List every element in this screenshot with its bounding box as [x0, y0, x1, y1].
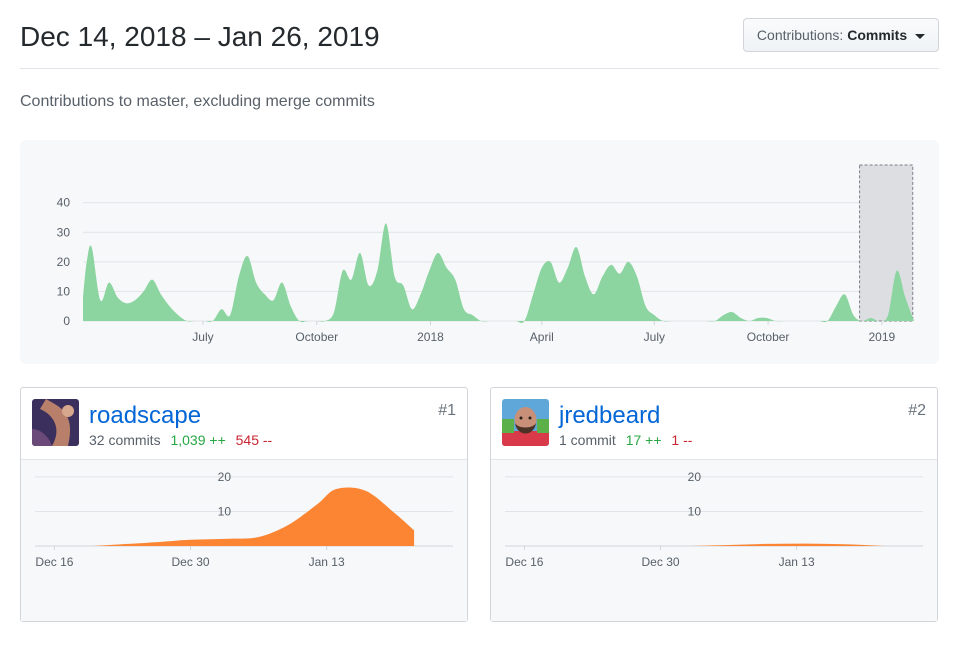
additions-count: 1,039 ++: [170, 432, 226, 448]
contributor-rank: #1: [438, 402, 456, 419]
contributor-card-1: roadscape 32 commits 1,039 ++ 545 -- #1 …: [20, 387, 468, 622]
x-tick-label: 2019: [868, 330, 895, 344]
user-avatar-icon: [32, 399, 79, 446]
x-tick-label: Jan 13: [309, 555, 345, 569]
contributor-stats: 32 commits 1,039 ++ 545 --: [89, 432, 272, 448]
x-tick-label: Dec 30: [642, 555, 680, 569]
y-tick-label: 10: [688, 504, 702, 518]
y-tick-label: 20: [218, 470, 232, 484]
x-tick-label: 2018: [417, 330, 444, 344]
contributor-card-header: roadscape 32 commits 1,039 ++ 545 -- #1: [21, 388, 467, 460]
x-tick-label: October: [295, 330, 338, 344]
contributions-label: Contributions:: [756, 27, 844, 43]
contributions-type-dropdown[interactable]: Contributions: Commits: [742, 18, 939, 52]
contributor-chart-svg: 10 20 Dec 16 Dec 30 Jan 13: [505, 470, 923, 569]
x-tick-label: Dec 16: [35, 555, 73, 569]
caret-down-icon: [915, 33, 925, 39]
y-tick-label: 10: [57, 284, 71, 298]
avatar[interactable]: [502, 399, 549, 446]
date-range-title: Dec 14, 2018 – Jan 26, 2019: [20, 21, 380, 52]
x-tick-label: October: [747, 330, 790, 344]
y-tick-label: 10: [218, 504, 232, 518]
series-area: [83, 223, 914, 323]
deletions-count: 1 --: [671, 432, 693, 448]
y-tick-label: 20: [688, 470, 702, 484]
series-area: [93, 487, 415, 546]
page-header: Dec 14, 2018 – Jan 26, 2019 Contribution…: [20, 0, 939, 69]
y-tick-label: 40: [57, 196, 71, 210]
contributor-chart: 10 20 Dec 16 Dec 30 Jan 13: [491, 460, 937, 621]
deletions-count: 545 --: [235, 432, 273, 448]
y-tick-label: 30: [57, 225, 71, 239]
avatar[interactable]: [32, 399, 79, 446]
chart-subtitle: Contributions to master, excluding merge…: [20, 93, 375, 110]
contributor-username-link[interactable]: jredbeard: [559, 402, 661, 429]
series-area: [689, 543, 885, 546]
x-tick-label: Jan 13: [779, 555, 815, 569]
contributor-card-header: jredbeard 1 commit 17 ++ 1 -- #2: [491, 388, 937, 460]
commit-count: 1 commit: [559, 432, 616, 448]
y-tick-label: 0: [63, 314, 70, 328]
additions-count: 17 ++: [625, 432, 662, 448]
x-tick-label: July: [644, 330, 665, 344]
contributor-chart: 10 20 Dec 16 Dec 30 Jan 13: [21, 460, 467, 621]
contributor-stats: 1 commit 17 ++ 1 --: [559, 432, 692, 448]
x-tick-label: July: [192, 330, 213, 344]
x-tick-label: Dec 16: [505, 555, 543, 569]
x-tick-label: April: [530, 330, 554, 344]
user-avatar-icon: [502, 399, 549, 446]
contributor-chart-svg: 10 20 Dec 16 Dec 30 Jan 13: [35, 470, 453, 569]
y-tick-label: 20: [57, 255, 71, 269]
contributor-card-2: jredbeard 1 commit 17 ++ 1 -- #2 10 20 Dec…: [490, 387, 938, 622]
x-tick-label: Dec 30: [172, 555, 210, 569]
commit-count: 32 commits: [89, 432, 161, 448]
contributions-value: Commits: [847, 27, 908, 43]
contributor-rank: #2: [908, 402, 926, 419]
overview-chart[interactable]: 0 10 20 30 40 July October 2018 April July October…: [20, 140, 939, 364]
contributor-username-link[interactable]: roadscape: [89, 402, 202, 429]
overview-chart-svg[interactable]: 0 10 20 30 40 July October 2018 April July October…: [20, 140, 939, 364]
